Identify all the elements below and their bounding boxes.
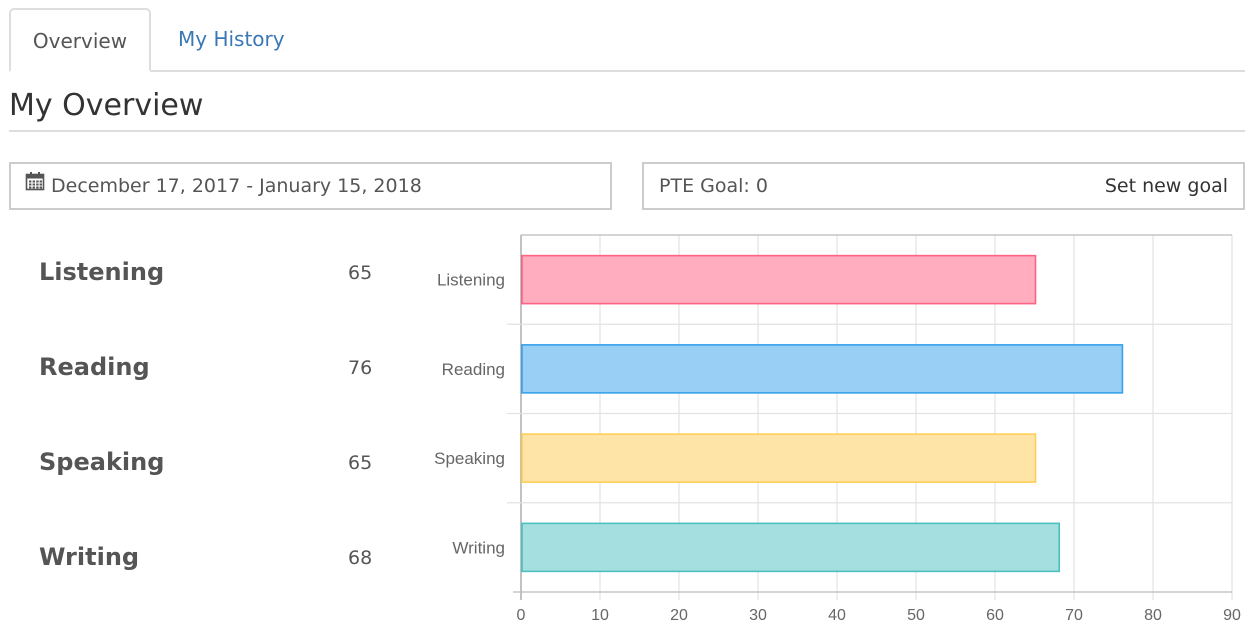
calendar-icon: [25, 163, 45, 207]
skill-score-reading: 76: [348, 357, 373, 379]
y-tick-label: Writing: [452, 538, 505, 557]
title-divider: [9, 130, 1245, 132]
tab-overview[interactable]: Overview: [9, 8, 151, 72]
goal-panel: PTE Goal: 0 Set new goal: [642, 162, 1245, 210]
goal-text: PTE Goal: 0: [659, 175, 768, 197]
x-tick-label: 70: [1065, 607, 1083, 624]
date-range-picker[interactable]: December 17, 2017 - January 15, 2018: [9, 162, 612, 210]
x-tick-label: 0: [517, 607, 526, 624]
set-new-goal-button[interactable]: Set new goal: [1104, 175, 1228, 197]
tab-bar: Overview My History: [9, 8, 1245, 72]
x-tick-label: 30: [749, 607, 767, 624]
x-tick-label: 90: [1223, 607, 1241, 624]
skill-score-writing: 68: [348, 547, 373, 569]
skill-name-writing: Writing: [39, 543, 140, 571]
y-tick-label: Listening: [437, 271, 505, 290]
bar-writing: [521, 522, 1061, 573]
x-tick-label: 10: [591, 607, 609, 624]
skill-name-reading: Reading: [39, 353, 150, 381]
skill-score-listening: 65: [348, 262, 373, 284]
skill-name-speaking: Speaking: [39, 448, 165, 476]
x-tick-label: 40: [828, 607, 846, 624]
x-tick-label: 50: [907, 607, 925, 624]
bar-speaking: [521, 433, 1037, 483]
skill-score-speaking: 65: [348, 452, 373, 474]
x-tick-label: 20: [670, 607, 688, 624]
date-range-text: December 17, 2017 - January 15, 2018: [51, 175, 422, 197]
x-tick-label: 60: [986, 607, 1004, 624]
skills-bar-chart: 0 10 20 30 40 50 60 70 80 90 Listening Reading Speak…: [434, 234, 1241, 624]
y-tick-label: Speaking: [434, 449, 505, 468]
bar-reading: [521, 344, 1124, 394]
page-title: My Overview: [9, 88, 204, 123]
x-tick-label: 80: [1144, 607, 1162, 624]
y-tick-label: Reading: [442, 360, 505, 379]
bar-listening: [521, 254, 1037, 305]
tab-my-history[interactable]: My History: [178, 27, 285, 51]
skill-name-listening: Listening: [39, 258, 165, 286]
